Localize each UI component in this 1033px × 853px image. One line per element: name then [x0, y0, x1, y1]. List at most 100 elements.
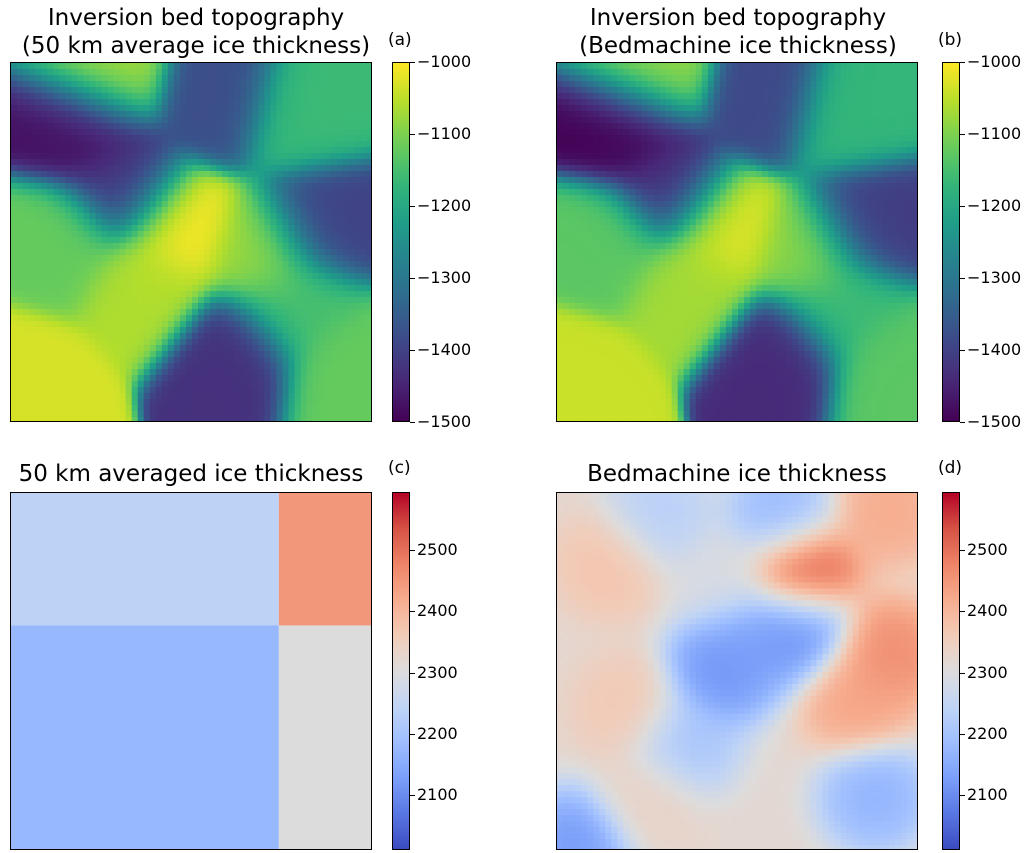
heatmap-cell: [300, 393, 308, 400]
heatmap-cell: [762, 93, 769, 100]
heatmap-cell: [35, 99, 42, 106]
heatmap-cell: [593, 75, 600, 82]
heatmap-cell: [125, 261, 133, 268]
heatmap-cell: [786, 63, 793, 70]
heatmap-cell: [119, 111, 127, 118]
heatmap-cell: [131, 339, 139, 346]
heatmap-cell: [47, 177, 54, 184]
heatmap-cell: [155, 63, 163, 70]
heatmap-cell: [47, 207, 54, 214]
heatmap-cell: [336, 69, 344, 76]
heatmap-cell: [306, 213, 314, 220]
heatmap-cell: [348, 417, 356, 421]
heatmap-cell: [834, 87, 842, 94]
heatmap-cell: [53, 387, 60, 394]
heatmap-cell: [300, 375, 308, 382]
heatmap-cell: [336, 213, 344, 220]
heatmap-cell: [276, 177, 284, 184]
heatmap-cell: [719, 81, 727, 88]
heatmap-cell: [155, 183, 163, 190]
heatmap-cell: [575, 75, 582, 82]
heatmap-cell: [719, 189, 727, 196]
heatmap-cell: [258, 153, 265, 160]
heatmap-cell: [707, 177, 715, 184]
heatmap-cell: [605, 63, 612, 70]
heatmap-cell: [623, 105, 630, 112]
heatmap-cell: [780, 189, 787, 196]
heatmap-cell: [870, 81, 878, 88]
heatmap-cell: [695, 75, 703, 82]
heatmap-cell: [167, 153, 175, 160]
heatmap-cell: [119, 171, 127, 178]
heatmap-cell: [264, 339, 272, 346]
heatmap-cell: [671, 171, 679, 178]
heatmap-cell: [882, 159, 890, 166]
heatmap-cell: [900, 165, 908, 172]
heatmap-cell: [125, 123, 133, 130]
heatmap-cell: [53, 399, 60, 406]
heatmap-cell: [77, 75, 84, 82]
heatmap-cell: [282, 351, 290, 358]
heatmap-cell: [95, 279, 103, 286]
heatmap-cell: [65, 231, 72, 238]
heatmap-cell: [198, 201, 205, 208]
heatmap-cell: [240, 81, 247, 88]
heatmap-cell: [575, 189, 582, 196]
heatmap-cell: [185, 249, 193, 256]
heatmap-cell: [563, 63, 570, 70]
heatmap-cell: [312, 183, 320, 190]
heatmap-cell: [258, 351, 265, 358]
heatmap-cell: [41, 159, 48, 166]
heatmap-cell: [149, 87, 157, 94]
heatmap-cell: [882, 111, 890, 118]
heatmap-cell: [264, 99, 272, 106]
heatmap-cell: [858, 75, 866, 82]
heatmap-cell: [228, 273, 235, 280]
heatmap-cell: [744, 123, 751, 130]
heatmap-cell: [804, 153, 811, 160]
heatmap-cell: [270, 327, 278, 334]
heatmap-cell: [774, 177, 781, 184]
heatmap-cell: [131, 351, 139, 358]
heatmap-cell: [324, 399, 332, 406]
heatmap-cell: [330, 99, 338, 106]
heatmap-cell: [282, 267, 290, 274]
heatmap-cell: [167, 225, 175, 232]
heatmap-cell: [348, 327, 356, 334]
heatmap-cell: [240, 285, 247, 292]
heatmap-cell: [59, 243, 66, 250]
heatmap-cell: [756, 141, 763, 148]
heatmap-cell: [635, 81, 643, 88]
heatmap-cell: [83, 309, 91, 316]
heatmap-cell: [611, 135, 618, 142]
heatmap-cell: [204, 405, 211, 412]
heatmap-cell: [888, 87, 896, 94]
heatmap-cell: [71, 351, 78, 358]
heatmap-cell: [906, 159, 914, 166]
heatmap-cell: [258, 399, 265, 406]
heatmap-cell: [342, 81, 350, 88]
heatmap-cell: [240, 69, 247, 76]
heatmap-cell: [569, 201, 576, 208]
heatmap-cell: [324, 417, 332, 421]
heatmap-cell: [894, 147, 902, 154]
heatmap-cell: [294, 153, 302, 160]
heatmap-cell: [270, 207, 278, 214]
heatmap-cell: [185, 129, 193, 136]
heatmap-cell: [107, 303, 115, 310]
heatmap-cell: [306, 345, 314, 352]
heatmap-cell: [671, 81, 679, 88]
heatmap-cell: [179, 63, 187, 70]
heatmap-cell: [605, 135, 612, 142]
heatmap-cell: [792, 99, 799, 106]
heatmap-cell: [756, 165, 763, 172]
heatmap-cell: [282, 207, 290, 214]
heatmap-cell: [294, 165, 302, 172]
heatmap-cell: [240, 63, 247, 70]
heatmap-cell: [204, 369, 211, 376]
heatmap-cell: [336, 177, 344, 184]
heatmap-cell: [270, 333, 278, 340]
heatmap-cell: [216, 141, 223, 148]
heatmap-cell: [623, 195, 630, 202]
heatmap-cell: [258, 189, 265, 196]
